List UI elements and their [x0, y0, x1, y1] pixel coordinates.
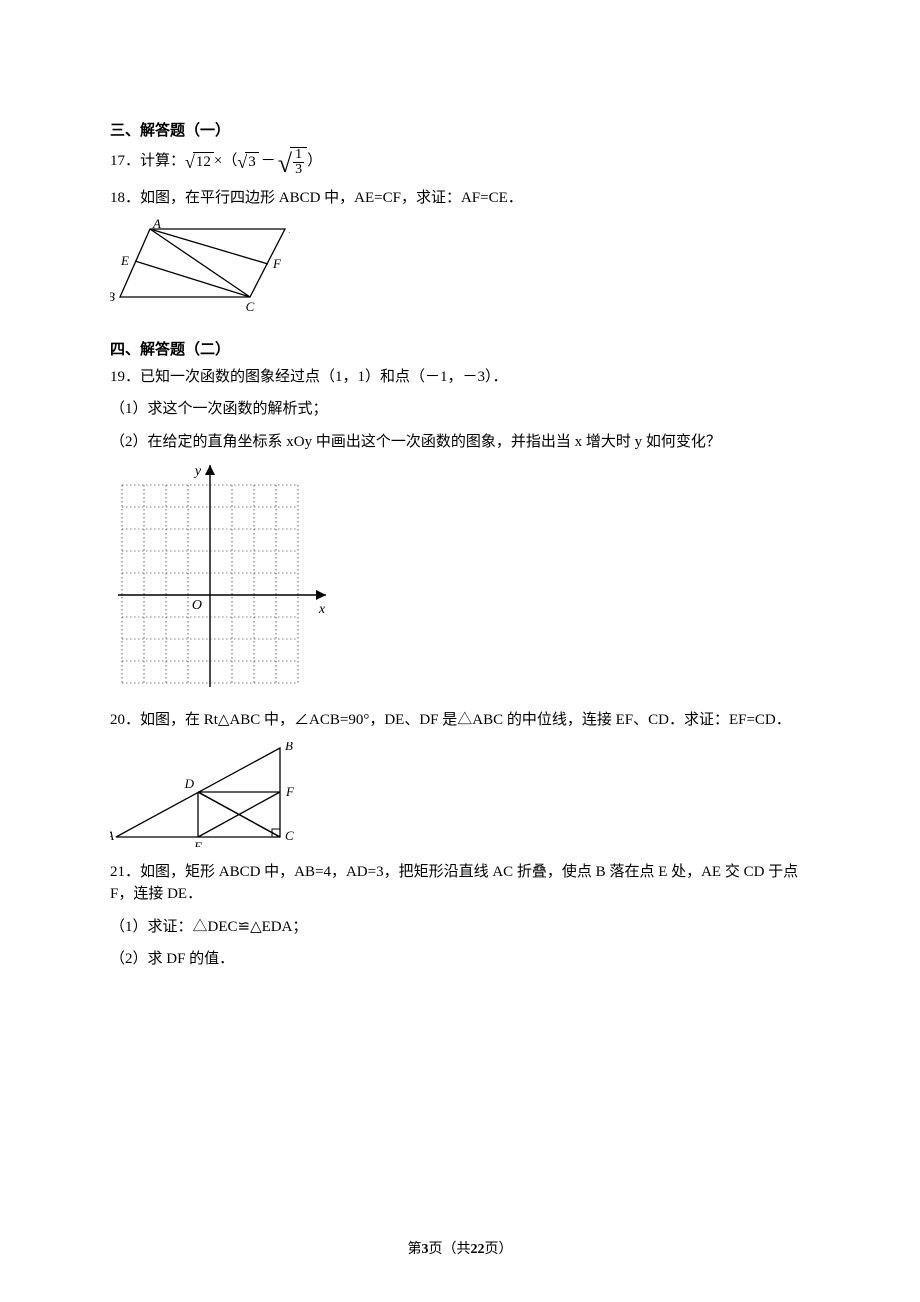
svg-text:E: E	[120, 253, 129, 268]
frac-1-3: 1 3	[293, 148, 304, 177]
q17: 17．计算： √ 12 ×（ √ 3 － √ 1 3 ）	[110, 147, 810, 177]
section-4-heading: 四、解答题（二）	[110, 339, 810, 362]
svg-text:B: B	[285, 742, 293, 753]
q19-part2: （2）在给定的直角坐标系 xOy 中画出这个一次函数的图象，并指出当 x 增大时…	[110, 431, 810, 454]
section-3-heading: 三、解答题（一）	[110, 120, 810, 143]
q17-minus: －	[259, 150, 278, 173]
q18: 18．如图，在平行四边形 ABCD 中，AE=CF，求证：AF=CE．	[110, 187, 810, 210]
q17-times: ×（	[214, 150, 237, 173]
page-footer: 第3页（共22页）	[0, 1239, 920, 1260]
svg-text:C: C	[285, 828, 294, 843]
svg-text:D: D	[184, 776, 195, 791]
q21-part2: （2）求 DF 的值．	[110, 948, 810, 971]
fig-20: A C B E D F	[110, 742, 810, 847]
svg-text:C: C	[246, 299, 255, 311]
q19: 19．已知一次函数的图象经过点（1，1）和点（－1，－3）．	[110, 366, 810, 389]
q21-part1: （1）求证：△DEC≌△EDA；	[110, 916, 810, 939]
svg-text:B: B	[110, 289, 115, 304]
svg-text:O: O	[192, 598, 202, 613]
svg-text:F: F	[285, 784, 295, 799]
svg-text:y: y	[193, 464, 202, 479]
svg-text:E: E	[193, 839, 202, 847]
q17-close: ）	[307, 150, 322, 173]
svg-text:x: x	[318, 602, 326, 617]
svg-text:D: D	[288, 221, 290, 236]
sqrt-frac-1-3: √ 1 3	[278, 147, 307, 177]
sqrt-3: √ 3	[237, 152, 258, 171]
q19-part1: （1）求这个一次函数的解析式；	[110, 398, 810, 421]
q21: 21．如图，矩形 ABCD 中，AB=4，AD=3，把矩形沿直线 AC 折叠，使…	[110, 861, 810, 906]
fig-18: A D B C E F	[110, 219, 810, 311]
q20: 20．如图，在 Rt△ABC 中，∠ACB=90°，DE、DF 是△ABC 的中…	[110, 709, 810, 732]
svg-text:F: F	[272, 256, 282, 271]
svg-text:A: A	[152, 219, 161, 231]
svg-text:A: A	[110, 828, 114, 843]
q17-prefix: 17．计算：	[110, 150, 185, 173]
fig-19: Ox y	[110, 463, 810, 695]
sqrt-12: √ 12	[185, 152, 214, 171]
